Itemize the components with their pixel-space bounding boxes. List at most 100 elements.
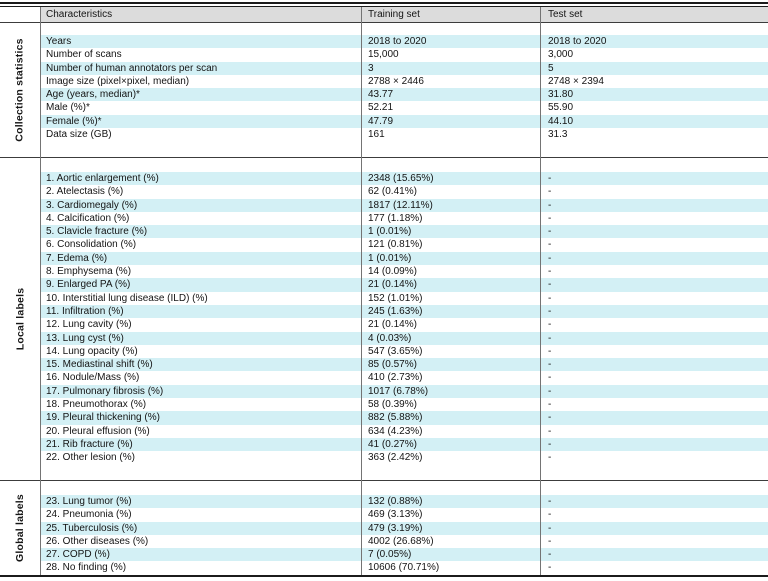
table-row: 9. Enlarged PA (%) 21 (0.14%) - xyxy=(40,278,768,292)
row-label-cell: Female (%)* xyxy=(46,115,102,127)
table-row: 17. Pulmonary fibrosis (%) 1017 (6.78%) - xyxy=(40,384,768,399)
test-value-cell: - xyxy=(548,438,552,450)
section-global-labels: Global labels 23. Lung tumor (%) 132 (0.8… xyxy=(0,481,768,575)
test-value-cell: - xyxy=(548,425,552,437)
row-label-cell: 5. Clavicle fracture (%) xyxy=(46,226,148,238)
header-test-set: Test set xyxy=(540,7,768,22)
vertical-rule-right xyxy=(540,7,541,575)
test-value-cell: 44.10 xyxy=(548,115,574,127)
table-row: Age (years, median)* 43.77 31.80 xyxy=(40,88,768,102)
row-label-cell: 14. Lung opacity (%) xyxy=(46,345,138,357)
test-value-cell: - xyxy=(548,332,552,344)
header-corner-cell xyxy=(0,7,40,22)
table-row: 4. Calcification (%) 177 (1.18%) - xyxy=(40,212,768,225)
section-local-labels: Local labels 1. Aortic enlargement (%) 23… xyxy=(0,158,768,480)
rotated-group-label: Global labels xyxy=(14,494,26,562)
test-value-cell: - xyxy=(548,452,552,464)
section-label-collection-statistics: Collection statistics xyxy=(0,23,40,157)
training-value-cell: 4 (0.03%) xyxy=(368,332,412,344)
test-value-cell: - xyxy=(548,509,552,521)
header-training-set: Training set xyxy=(361,7,540,22)
table-row: 24. Pneumonia (%) 469 (3.13%) - xyxy=(40,508,768,521)
test-value-cell: - xyxy=(548,226,552,238)
section-collection-statistics: Collection statistics Years 2018 to 2020 2… xyxy=(0,23,768,157)
table-row: 14. Lung opacity (%) 547 (3.65%) - xyxy=(40,345,768,358)
table-row: 23. Lung tumor (%) 132 (0.88%) - xyxy=(40,495,768,509)
test-value-cell: - xyxy=(548,173,552,184)
training-value-cell: 177 (1.18%) xyxy=(368,212,423,224)
table-row: 1. Aortic enlargement (%) 2348 (15.65%) - xyxy=(40,172,768,186)
training-value-cell: 58 (0.39%) xyxy=(368,399,417,411)
test-value-cell: - xyxy=(548,186,552,198)
row-label-cell: 26. Other diseases (%) xyxy=(46,535,149,547)
table-row: 20. Pleural effusion (%) 634 (4.23%) - xyxy=(40,425,768,438)
table-row: 26. Other diseases (%) 4002 (26.68%) - xyxy=(40,535,768,548)
row-label-cell: Male (%)* xyxy=(46,102,90,114)
rows-local-labels: 1. Aortic enlargement (%) 2348 (15.65%) - 2… xyxy=(40,158,768,480)
row-label-cell: 27. COPD (%) xyxy=(46,549,110,561)
training-value-cell: 14 (0.09%) xyxy=(368,266,417,278)
rows-global-labels: 23. Lung tumor (%) 132 (0.88%) -24. Pneumo… xyxy=(40,481,768,575)
training-value-cell: 2788 × 2446 xyxy=(368,75,424,87)
table-row: Image size (pixel×pixel, median) 2788 × 2… xyxy=(40,75,768,88)
training-value-cell: 132 (0.88%) xyxy=(368,496,423,507)
test-value-cell: 3,000 xyxy=(548,49,574,61)
test-value-cell: - xyxy=(548,279,552,291)
row-label-cell: 24. Pneumonia (%) xyxy=(46,509,132,521)
vertical-rule-left xyxy=(40,7,41,575)
training-value-cell: 7 (0.05%) xyxy=(368,549,412,561)
table-row: Years 2018 to 2020 2018 to 2020 xyxy=(40,35,768,49)
training-value-cell: 882 (5.88%) xyxy=(368,412,423,424)
table-row: 19. Pleural thickening (%) 882 (5.88%) - xyxy=(40,411,768,425)
training-value-cell: 62 (0.41%) xyxy=(368,186,417,198)
header-characteristics: Characteristics xyxy=(40,7,361,22)
table-row: 3. Cardiomegaly (%) 1817 (12.11%) - xyxy=(40,198,768,212)
section-divider-rule xyxy=(0,480,768,481)
table-row: Number of human annotators per scan 3 5 xyxy=(40,61,768,75)
rotated-group-label: Local labels xyxy=(14,287,27,351)
table-row: 10. Interstitial lung disease (ILD) (%) 1… xyxy=(40,292,768,305)
test-value-cell: - xyxy=(548,399,552,411)
test-value-cell: - xyxy=(548,252,552,264)
row-label-cell: 3. Cardiomegaly (%) xyxy=(46,199,138,211)
test-value-cell: - xyxy=(548,266,552,278)
training-value-cell: 1817 (12.11%) xyxy=(368,199,433,211)
table-row: 16. Nodule/Mass (%) 410 (2.73%) - xyxy=(40,371,768,384)
table-row: 8. Emphysema (%) 14 (0.09%) - xyxy=(40,265,768,278)
training-value-cell: 410 (2.73%) xyxy=(368,372,423,384)
test-value-cell: - xyxy=(548,292,552,304)
rows-collection-statistics: Years 2018 to 2020 2018 to 2020 Number of s… xyxy=(40,23,768,157)
row-label-cell: 22. Other lesion (%) xyxy=(46,452,135,464)
test-value-cell: - xyxy=(548,319,552,331)
table-row: 21. Rib fracture (%) 41 (0.27%) - xyxy=(40,437,768,452)
section-divider-rule xyxy=(0,157,768,158)
section-label-global-labels: Global labels xyxy=(0,481,40,575)
table-header-row: Characteristics Training set Test set xyxy=(0,7,768,22)
training-value-cell: 47.79 xyxy=(368,115,394,127)
table-row: 28. No finding (%) 10606 (70.71%) - xyxy=(40,561,768,574)
table-row: 2. Atelectasis (%) 62 (0.41%) - xyxy=(40,185,768,198)
rotated-group-label: Collection statistics xyxy=(14,38,26,142)
test-value-cell: - xyxy=(548,535,552,547)
training-value-cell: 634 (4.23%) xyxy=(368,425,423,437)
header-bottom-rule xyxy=(0,22,768,23)
row-label-cell: 15. Mediastinal shift (%) xyxy=(46,359,153,371)
table-row: 6. Consolidation (%) 121 (0.81%) - xyxy=(40,238,768,251)
test-value-cell: - xyxy=(548,372,552,384)
row-label-cell: 16. Nodule/Mass (%) xyxy=(46,372,140,384)
bottom-rule xyxy=(0,575,768,577)
row-label-cell: 6. Consolidation (%) xyxy=(46,239,137,251)
test-value-cell: - xyxy=(548,496,552,507)
training-value-cell: 363 (2.42%) xyxy=(368,452,423,464)
table-row: 15. Mediastinal shift (%) 85 (0.57%) - xyxy=(40,358,768,372)
test-value-cell: - xyxy=(548,345,552,357)
row-label-cell: 10. Interstitial lung disease (ILD) (%) xyxy=(46,292,208,304)
test-value-cell: - xyxy=(548,305,552,317)
test-value-cell: - xyxy=(548,522,552,534)
test-value-cell: - xyxy=(548,359,552,371)
table-row: 22. Other lesion (%) 363 (2.42%) - xyxy=(40,451,768,464)
row-label-cell: 19. Pleural thickening (%) xyxy=(46,412,160,424)
row-label-cell: 12. Lung cavity (%) xyxy=(46,319,132,331)
